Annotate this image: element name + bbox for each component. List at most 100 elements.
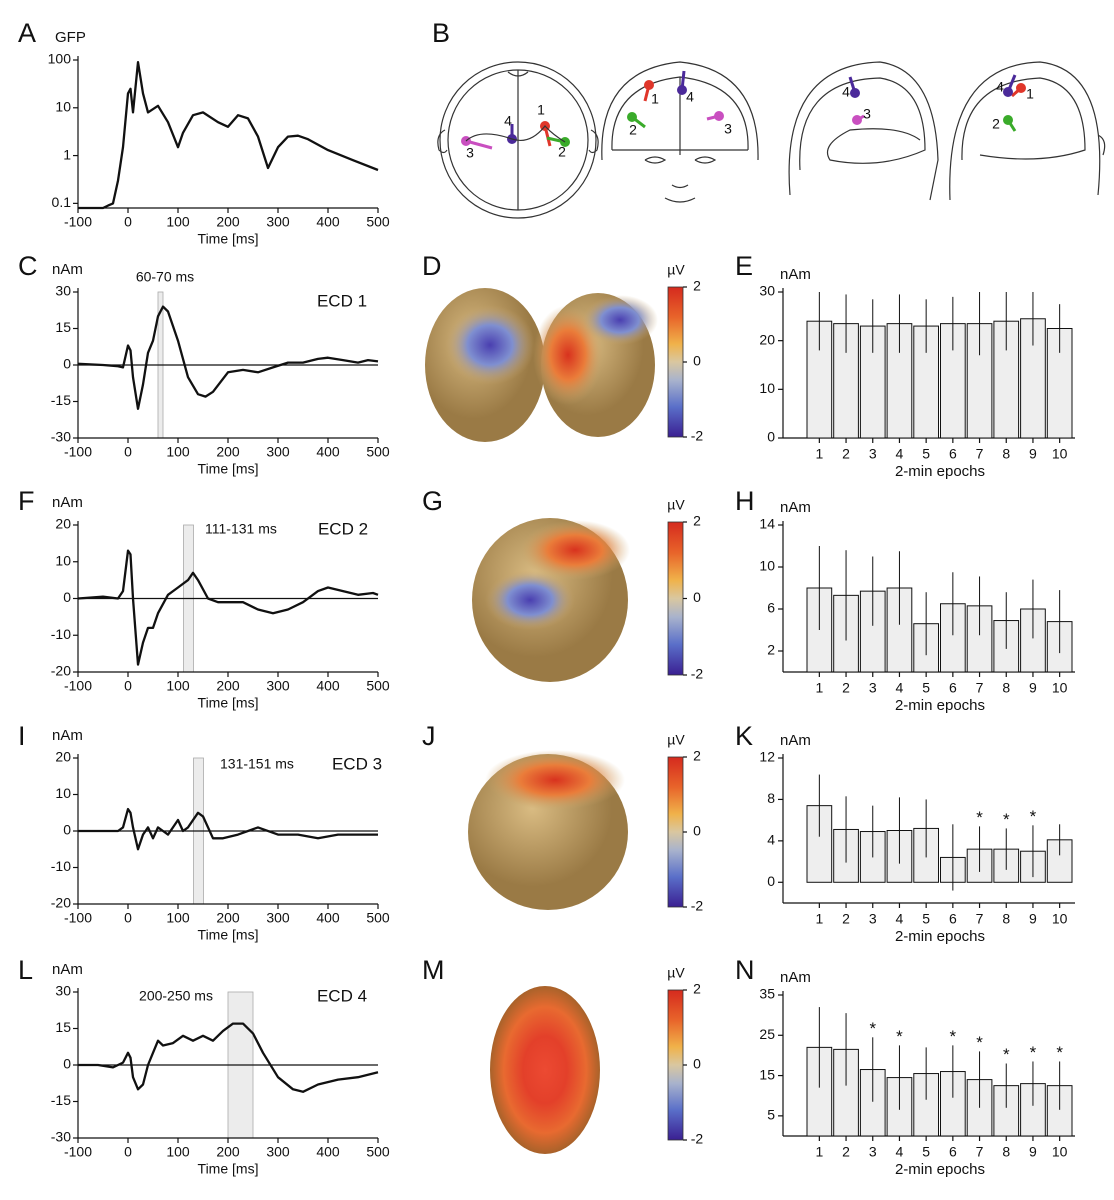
colorbar-tick-label: 2: [693, 278, 701, 294]
significance-star: *: [1003, 810, 1010, 829]
x-tick-label: 9: [1029, 680, 1037, 696]
y-tick-label: 15: [759, 1066, 775, 1082]
x-tick-label: 0: [124, 214, 132, 230]
x-tick-label: 7: [976, 446, 984, 462]
ecd-label: ECD 1: [317, 291, 367, 310]
head-map: [490, 986, 600, 1154]
x-axis-label: Time [ms]: [198, 927, 259, 943]
x-tick-label: 4: [896, 1144, 904, 1160]
x-axis-label: Time [ms]: [198, 1161, 259, 1177]
y-tick-label: 12: [759, 749, 775, 765]
x-tick-label: 4: [896, 911, 904, 927]
x-tick-label: 3: [869, 680, 877, 696]
x-tick-label: -100: [64, 1144, 92, 1160]
dipole-label: 3: [466, 145, 474, 161]
x-tick-label: 500: [366, 1144, 390, 1160]
x-tick-label: 8: [1002, 1144, 1010, 1160]
x-tick-label: 6: [949, 446, 957, 462]
x-tick-label: 3: [869, 911, 877, 927]
x-tick-label: 300: [266, 214, 290, 230]
waveform: [78, 1022, 379, 1093]
colorbar-tick-label: 0: [693, 1056, 701, 1072]
y-tick-label: 15: [55, 319, 71, 335]
x-tick-label: -100: [64, 444, 92, 460]
x-axis-label: 2-min epochs: [895, 697, 985, 714]
bar: [966, 605, 993, 673]
y-axis-label: nAm: [780, 969, 811, 986]
y-axis-label: nAm: [780, 499, 811, 516]
x-tick-label: 0: [124, 1144, 132, 1160]
y-tick-label: -10: [51, 626, 71, 642]
significance-star: *: [1030, 1043, 1037, 1062]
colorbar: [667, 989, 684, 1141]
y-tick-label: 30: [55, 983, 71, 999]
y-axis-label: GFP: [55, 29, 86, 46]
y-tick-label: 20: [55, 516, 71, 532]
x-tick-label: -100: [64, 214, 92, 230]
x-tick-label: 5: [922, 680, 930, 696]
colorbar-tick-label: 2: [693, 981, 701, 997]
y-tick-label: -30: [51, 1129, 71, 1145]
dipole: [644, 80, 654, 90]
x-tick-label: 100: [166, 444, 190, 460]
significance-star: *: [976, 1033, 983, 1052]
x-axis-label: 2-min epochs: [895, 928, 985, 945]
y-tick-label: 0.1: [52, 194, 72, 210]
x-tick-label: 6: [949, 680, 957, 696]
y-tick-label: 10: [55, 98, 71, 114]
y-tick-label: 0: [63, 356, 71, 372]
x-tick-label: 200: [216, 1144, 240, 1160]
colorbar-tick-label: 2: [693, 513, 701, 529]
dipole-label: 2: [992, 116, 1000, 132]
waveform: [77, 305, 379, 410]
x-axis-label: 2-min epochs: [895, 463, 985, 480]
y-tick-label: 10: [55, 785, 71, 801]
y-tick-label: -20: [51, 895, 71, 911]
y-tick-label: 15: [55, 1019, 71, 1035]
dipole-link: [465, 125, 566, 143]
x-tick-label: 500: [366, 214, 390, 230]
map-blob: [445, 305, 535, 385]
x-tick-label: 6: [949, 1144, 957, 1160]
y-tick-label: 0: [767, 429, 775, 445]
dipole-label: 2: [629, 122, 637, 138]
panel-label: C: [18, 251, 38, 281]
y-tick-label: 0: [767, 873, 775, 889]
y-tick-label: 10: [55, 552, 71, 568]
x-tick-label: -100: [64, 910, 92, 926]
window-label: 200-250 ms: [139, 988, 213, 1004]
colorbar-unit: µV: [667, 732, 685, 748]
panel-label: F: [18, 486, 35, 516]
x-axis-label: Time [ms]: [198, 231, 259, 247]
dipole-label: 4: [504, 113, 512, 129]
dipole-label: 1: [537, 102, 545, 118]
panel-label: E: [735, 251, 753, 281]
significance-star: *: [1056, 1043, 1063, 1062]
x-tick-label: 300: [266, 444, 290, 460]
panel-label: G: [422, 486, 443, 516]
panel-label: D: [422, 251, 442, 281]
y-tick-label: 0: [63, 822, 71, 838]
ecd-label: ECD 4: [317, 986, 367, 1005]
significance-star: *: [1030, 807, 1037, 826]
y-tick-label: 6: [767, 600, 775, 616]
panel-label: M: [422, 955, 445, 985]
y-axis-label: nAm: [780, 732, 811, 749]
y-tick-label: 4: [767, 832, 775, 848]
dipole: [1016, 83, 1026, 93]
dipole: [850, 88, 860, 98]
dipole: [852, 115, 862, 125]
x-tick-label: 9: [1029, 911, 1037, 927]
x-tick-label: 9: [1029, 446, 1037, 462]
x-tick-label: 9: [1029, 1144, 1037, 1160]
dipole-label: 3: [724, 121, 732, 137]
x-axis-label: Time [ms]: [198, 461, 259, 477]
y-axis-label: nAm: [52, 961, 83, 978]
x-tick-label: 0: [124, 910, 132, 926]
x-tick-label: 6: [949, 911, 957, 927]
x-tick-label: 3: [869, 1144, 877, 1160]
significance-star: *: [1003, 1045, 1010, 1064]
x-tick-label: 400: [316, 214, 340, 230]
dipole: [1003, 115, 1013, 125]
